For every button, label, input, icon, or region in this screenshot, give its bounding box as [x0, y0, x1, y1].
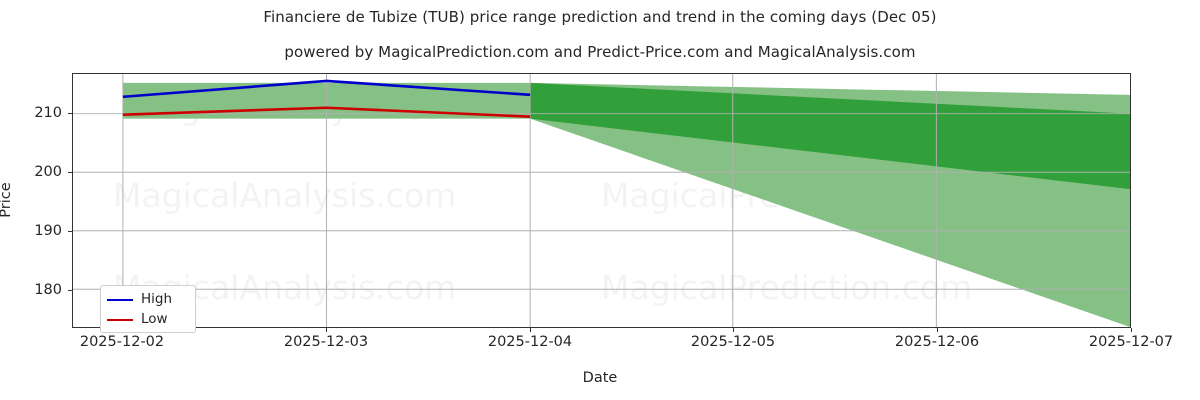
legend-label-high: High [141, 291, 173, 308]
gridlines [73, 74, 1130, 327]
y-tick-label-200: 200 [34, 164, 62, 180]
x-tick-label-2025-12-04: 2025-12-04 [487, 334, 573, 350]
x-tick-label-2025-12-07: 2025-12-07 [1088, 334, 1174, 350]
y-tick-mark [68, 290, 72, 291]
x-tick-label-2025-12-06: 2025-12-06 [894, 334, 980, 350]
x-tick-mark [937, 328, 938, 332]
x-tick-label-2025-12-02: 2025-12-02 [79, 334, 165, 350]
chart-subtitle: powered by MagicalPrediction.com and Pre… [284, 43, 916, 61]
y-tick-label-180: 180 [34, 282, 62, 298]
chart-title: Financiere de Tubize (TUB) price range p… [263, 8, 937, 26]
legend-item-high[interactable]: High [107, 290, 189, 310]
x-tick-mark [326, 328, 327, 332]
x-tick-mark [1131, 328, 1132, 332]
legend-item-low[interactable]: Low [107, 310, 189, 330]
x-tick-mark [530, 328, 531, 332]
y-axis-label: Price [0, 182, 14, 218]
legend-swatch-high [107, 298, 133, 302]
y-tick-label-190: 190 [34, 223, 62, 239]
y-tick-mark [68, 231, 72, 232]
legend-swatch-low [107, 318, 133, 322]
chart-legend[interactable]: High Low [100, 285, 196, 333]
series-layer [73, 74, 1130, 327]
plot-area: MagicalAnalysis.com MagicalPrediction.co… [72, 73, 1131, 328]
x-tick-label-2025-12-03: 2025-12-03 [283, 334, 369, 350]
y-tick-mark [68, 113, 72, 114]
x-tick-mark [733, 328, 734, 332]
legend-label-low: Low [141, 311, 168, 328]
series-line-low [122, 106, 531, 118]
y-tick-mark [68, 172, 72, 173]
series-line-high [122, 79, 531, 99]
x-tick-label-2025-12-05: 2025-12-05 [690, 334, 776, 350]
x-axis-label: Date [582, 370, 618, 386]
y-tick-label-210: 210 [34, 105, 62, 121]
inner-range-band [530, 82, 1130, 190]
